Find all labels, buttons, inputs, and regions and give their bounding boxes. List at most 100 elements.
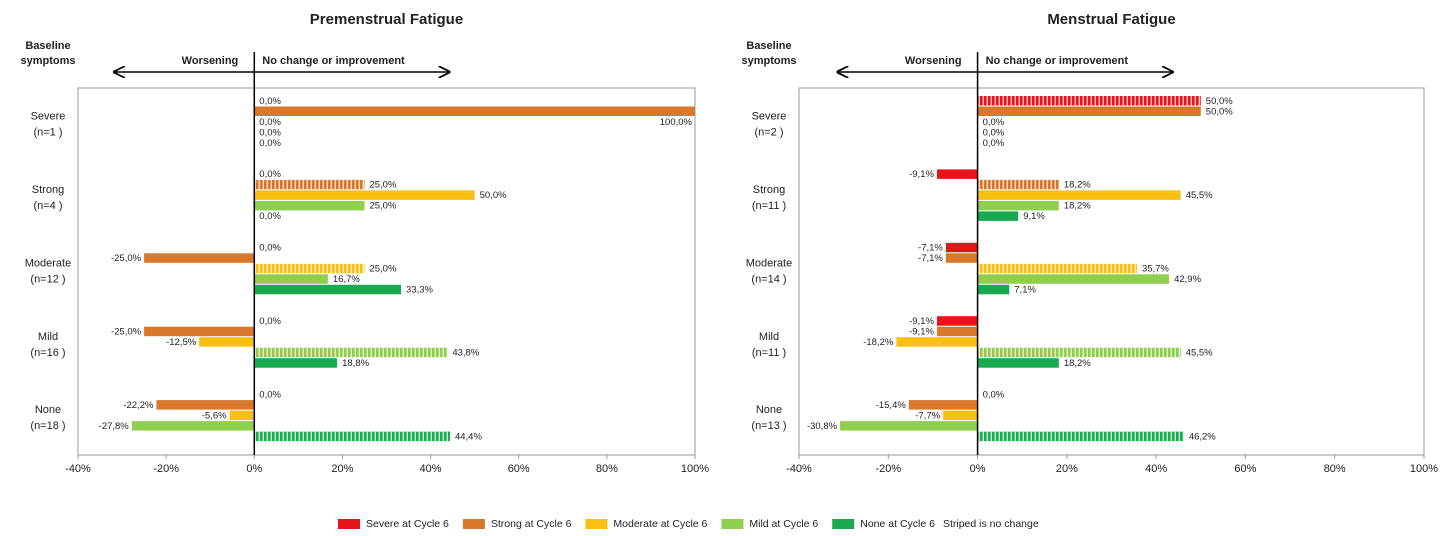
value-label: 7,1% — [1014, 285, 1036, 296]
plot-frame — [77, 87, 696, 456]
bar — [908, 400, 978, 410]
value-label: -9,1% — [909, 169, 934, 180]
value-label: 46,2% — [1189, 431, 1216, 442]
bar — [977, 179, 1059, 190]
value-label: 35,7% — [1142, 264, 1169, 275]
legend-swatch — [462, 519, 485, 529]
x-tick-label: 20% — [1056, 463, 1078, 475]
category-note: (n=11 ) — [752, 200, 786, 212]
category-label: None — [756, 404, 782, 416]
category-label: Strong — [32, 184, 64, 196]
bar — [229, 410, 255, 421]
bar — [199, 337, 255, 347]
category-label: None — [35, 404, 61, 416]
category-note: (n=4 ) — [33, 200, 62, 212]
legend-label: None at Cycle 6 — [860, 518, 935, 530]
legend-note: Striped is no change — [943, 518, 1039, 530]
value-label: -9,1% — [909, 326, 934, 337]
y-axis-title: symptoms — [20, 55, 75, 67]
bar — [254, 200, 365, 211]
value-label: 25,0% — [369, 201, 396, 212]
value-label: 0,0% — [259, 211, 281, 222]
x-tick-label: 40% — [1145, 463, 1167, 475]
value-label: -22,2% — [123, 400, 154, 411]
x-tick-label: 100% — [1410, 463, 1438, 475]
category-note: (n=14 ) — [751, 273, 786, 285]
value-label: -25,0% — [111, 326, 142, 337]
x-tick-label: -40% — [786, 463, 812, 475]
value-label: 0,0% — [259, 117, 281, 128]
category-note: (n=12 ) — [30, 273, 65, 285]
value-label: -12,5% — [166, 337, 197, 348]
left-label: Worsening — [182, 55, 239, 67]
bar — [131, 421, 255, 431]
bar — [977, 96, 1201, 106]
bar — [977, 347, 1181, 358]
x-tick-label: 80% — [1324, 463, 1346, 475]
x-tick-label: -40% — [65, 463, 91, 475]
value-label: 18,2% — [1064, 180, 1091, 191]
value-label: -18,2% — [863, 337, 894, 348]
bar — [977, 274, 1170, 284]
value-label: 25,0% — [369, 180, 396, 191]
bar — [254, 347, 448, 358]
category-label: Strong — [753, 184, 785, 196]
x-tick-label: 60% — [1234, 463, 1256, 475]
bar — [936, 169, 978, 179]
bar — [254, 274, 328, 284]
y-axis-title: symptoms — [741, 55, 796, 67]
value-label: 18,2% — [1064, 201, 1091, 212]
x-tick-label: 20% — [331, 463, 353, 475]
category-note: (n=11 ) — [752, 347, 786, 359]
value-label: 33,3% — [406, 285, 433, 296]
x-tick-label: 60% — [508, 463, 530, 475]
legend-label: Moderate at Cycle 6 — [613, 518, 707, 530]
y-axis-title: Baseline — [25, 40, 70, 52]
value-label: 0,0% — [259, 96, 281, 107]
x-tick-label: 0% — [970, 463, 986, 475]
value-label: -15,4% — [876, 400, 907, 411]
plot-frame — [798, 87, 1425, 456]
value-label: 0,0% — [259, 138, 281, 149]
bar — [254, 106, 696, 116]
bar — [977, 200, 1059, 211]
right-label: No change or improvement — [986, 55, 1129, 67]
bar — [977, 431, 1184, 442]
value-label: -7,1% — [918, 253, 943, 264]
bar — [936, 316, 978, 326]
value-label: -27,8% — [99, 421, 130, 432]
bar — [254, 431, 450, 442]
bar — [977, 263, 1137, 274]
x-tick-label: 100% — [681, 463, 709, 475]
category-note: (n=16 ) — [30, 347, 65, 359]
value-label: 0,0% — [259, 169, 281, 180]
bar — [840, 421, 978, 431]
value-label: -25,0% — [111, 253, 142, 264]
category-note: (n=2 ) — [754, 127, 783, 139]
value-label: 0,0% — [259, 316, 281, 327]
value-label: 45,5% — [1186, 347, 1213, 358]
x-tick-label: -20% — [875, 463, 901, 475]
value-label: -5,6% — [202, 410, 227, 421]
value-label: 0,0% — [983, 138, 1005, 149]
category-label: Mild — [38, 331, 58, 343]
legend-swatch — [585, 519, 608, 529]
value-label: 42,9% — [1174, 274, 1201, 285]
bar — [254, 263, 365, 274]
value-label: 0,0% — [259, 389, 281, 400]
bar — [943, 410, 978, 421]
bar — [254, 358, 338, 368]
value-label: -7,1% — [918, 243, 943, 254]
bar — [977, 106, 1201, 116]
y-axis-title: Baseline — [746, 40, 791, 52]
value-label: 0,0% — [983, 389, 1005, 400]
value-label: 25,0% — [369, 264, 396, 275]
value-label: 44,4% — [455, 431, 482, 442]
value-label: 50,0% — [480, 190, 507, 201]
x-tick-label: 0% — [246, 463, 262, 475]
value-label: 16,7% — [333, 274, 360, 285]
legend-swatch — [832, 519, 855, 529]
legend-swatch — [338, 519, 360, 529]
bar — [945, 253, 978, 263]
